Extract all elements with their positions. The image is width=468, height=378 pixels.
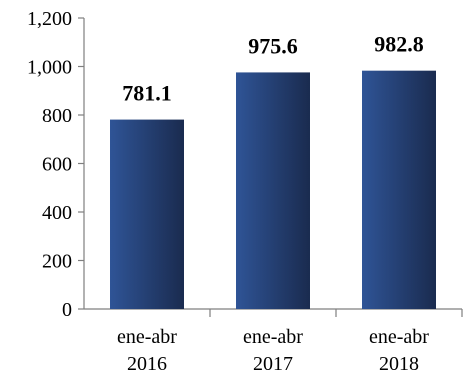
bar [236, 72, 310, 310]
y-tick-label: 800 [42, 105, 72, 127]
data-label: 975.6 [248, 33, 298, 58]
y-tick-label: 1,000 [27, 57, 72, 79]
data-label: 982.8 [374, 32, 424, 57]
y-tick-label: 200 [42, 251, 72, 273]
data-labels: 781.1 975.6 982.8 [122, 32, 424, 106]
x-tick-label: ene-abr 2016 [117, 326, 177, 375]
x-tick-label: ene-abr 2017 [243, 326, 303, 375]
y-tick-label: 1,200 [27, 8, 72, 30]
bar [110, 119, 184, 309]
y-tick-label: 0 [62, 299, 72, 321]
x-axis: ene-abr 2016 ene-abr 2017 ene-abr 2018 [84, 308, 463, 375]
data-label: 781.1 [122, 81, 172, 106]
y-axis: 0 200 400 600 800 1,000 1,200 [27, 8, 85, 321]
y-tick-label: 600 [42, 154, 72, 176]
bars [110, 70, 436, 310]
y-tick-label: 400 [42, 202, 72, 224]
x-tick-label: ene-abr 2018 [369, 326, 429, 375]
bar [362, 70, 436, 310]
